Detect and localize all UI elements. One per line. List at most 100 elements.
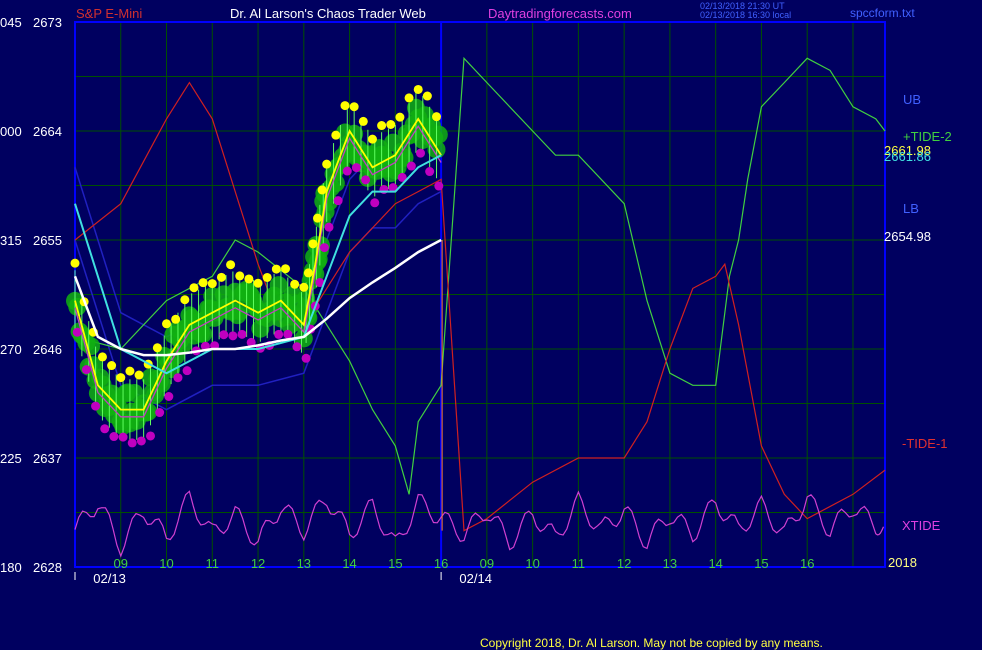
- tide2-line: [74, 56, 886, 495]
- low-dot: [292, 342, 302, 352]
- x-tick-label: 12: [617, 556, 631, 571]
- x-tick-label: 12: [251, 556, 265, 571]
- chart-title: Dr. Al Larson's Chaos Trader Web: [230, 6, 426, 21]
- timestamp-local: 02/13/2018 16:30 local: [700, 10, 792, 20]
- high-dot: [152, 343, 162, 353]
- x-tick-label: 14: [342, 556, 356, 571]
- low-dot: [91, 401, 101, 411]
- cyan-ma-line: [74, 154, 442, 375]
- low-dot: [319, 243, 329, 253]
- low-dot: [127, 438, 137, 448]
- y-tick-label-left: 270: [0, 342, 22, 357]
- low-dot: [416, 148, 426, 158]
- low-dot: [274, 329, 284, 339]
- high-dot: [413, 84, 423, 94]
- low-dot: [136, 436, 146, 446]
- site-link[interactable]: Daytradingforecasts.com: [488, 6, 632, 21]
- value-label-1: 2661.98: [884, 143, 931, 158]
- low-dot: [72, 327, 82, 337]
- y-tick-label-price: 2673: [33, 15, 62, 30]
- lb-label: LB: [903, 201, 919, 216]
- low-dot: [246, 337, 256, 347]
- x-tick-label: 10: [525, 556, 539, 571]
- y-tick-label-left: 000: [0, 124, 22, 139]
- x-tick-label: 10: [159, 556, 173, 571]
- low-dot: [315, 278, 325, 288]
- x-tick-label: 11: [206, 556, 220, 571]
- high-dot: [358, 116, 368, 126]
- low-dot: [333, 196, 343, 206]
- x-tick-label: 09: [480, 556, 494, 571]
- y-tick-label-left: 180: [0, 560, 22, 575]
- low-dot: [361, 175, 371, 185]
- high-dot: [134, 370, 144, 380]
- low-dot: [370, 198, 380, 208]
- low-dot: [425, 167, 435, 177]
- copyright: Copyright 2018, Dr. Al Larson. May not b…: [480, 636, 823, 650]
- high-dot: [107, 361, 117, 371]
- value-label-2: 2661.86: [884, 149, 931, 164]
- low-dot: [388, 183, 398, 193]
- low-dot: [434, 181, 444, 191]
- y-tick-label-price: 2655: [33, 233, 62, 248]
- y-tick-label-left: 315: [0, 233, 22, 248]
- high-dot: [180, 295, 190, 305]
- y-tick-label-price: 2664: [33, 124, 62, 139]
- high-dot: [422, 91, 432, 101]
- high-dot: [367, 134, 377, 144]
- tide1-line: [74, 81, 886, 532]
- x-tick-label: 16: [434, 556, 448, 571]
- high-dot: [235, 271, 245, 281]
- high-dot: [162, 319, 172, 329]
- high-dot: [331, 130, 341, 140]
- high-dot: [349, 102, 359, 112]
- low-dot: [324, 222, 334, 232]
- high-dot: [70, 258, 80, 268]
- high-dot: [377, 121, 387, 131]
- low-dot: [118, 432, 128, 442]
- high-dot: [313, 213, 323, 223]
- white-ma-line: [73, 238, 442, 357]
- low-dot: [301, 353, 311, 363]
- high-dot: [299, 282, 309, 292]
- date-label: 02/14: [459, 571, 492, 586]
- low-dot: [351, 163, 361, 173]
- low-dot: [283, 329, 293, 339]
- high-dot: [244, 274, 254, 284]
- lower-band-line: [74, 190, 442, 411]
- tide2-label: +TIDE-2: [903, 129, 952, 144]
- low-dot: [342, 166, 352, 176]
- price-line: [74, 117, 442, 411]
- low-dot: [100, 424, 110, 434]
- y-tick-label-price: 2637: [33, 451, 62, 466]
- high-dot: [395, 112, 405, 122]
- high-dot: [189, 283, 199, 293]
- year-label: 2018: [888, 555, 917, 570]
- high-dot: [386, 119, 396, 129]
- high-dot: [290, 279, 300, 289]
- low-dot: [173, 373, 183, 383]
- y-tick-label-price: 2628: [33, 560, 62, 575]
- high-dot: [262, 272, 272, 282]
- high-dot: [271, 264, 281, 274]
- high-dot: [171, 314, 181, 324]
- x-tick-label: 13: [663, 556, 677, 571]
- low-dot: [379, 184, 389, 194]
- x-tick-label: 15: [754, 556, 768, 571]
- high-dot: [432, 112, 442, 122]
- xtide-line: [74, 490, 885, 558]
- low-dot: [406, 161, 416, 171]
- low-dot: [219, 330, 229, 340]
- high-dot: [281, 264, 291, 274]
- high-dot: [322, 159, 332, 169]
- high-dot: [226, 260, 236, 270]
- low-dot: [182, 366, 192, 376]
- low-dot: [146, 431, 156, 441]
- price-inner-line: [74, 124, 442, 418]
- ub-label: UB: [903, 92, 922, 107]
- symbol-label: S&P E-Mini: [76, 6, 143, 21]
- x-tick-label: 16: [800, 556, 814, 571]
- x-tick-label: 15: [388, 556, 402, 571]
- high-dot: [125, 366, 135, 376]
